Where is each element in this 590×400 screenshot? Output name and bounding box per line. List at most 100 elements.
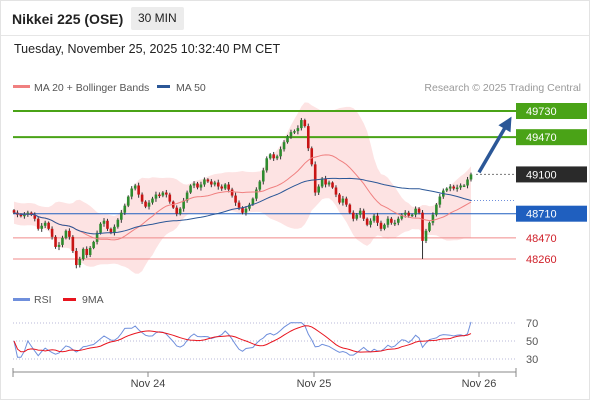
candle-body	[386, 218, 390, 225]
support-2-label: 48260	[526, 254, 557, 266]
candle-body	[185, 192, 189, 201]
candle-body	[348, 204, 352, 213]
candle-body	[154, 194, 158, 199]
candle-body	[144, 201, 147, 207]
candle-body	[30, 212, 33, 215]
candle-body	[147, 202, 151, 207]
candle-body	[33, 214, 37, 219]
candle-body	[407, 212, 410, 216]
legend-swatch-ma50	[157, 85, 170, 88]
x-tick-label: Nov 26	[462, 378, 497, 390]
candle-body	[265, 158, 269, 171]
candle-body	[296, 128, 300, 132]
candle-body	[237, 202, 241, 208]
candle-body	[50, 228, 54, 237]
candle-body	[68, 230, 71, 237]
candle-body	[362, 210, 365, 219]
candle-body	[293, 131, 296, 133]
candle-body	[178, 208, 182, 214]
candle-body	[40, 225, 43, 229]
candle-body	[64, 230, 68, 238]
legend-swatch-9ma	[63, 298, 76, 301]
candle-body	[248, 204, 251, 209]
candle-body	[417, 208, 421, 213]
candle-body	[99, 223, 102, 233]
level-labels: 49730 49470 49100 48710 48470 48260	[516, 103, 587, 266]
candle-body	[396, 218, 400, 223]
current-price-label-box	[516, 166, 587, 183]
candle-body	[102, 220, 106, 224]
timestamp: Tuesday, November 25, 2025 10:32:40 PM C…	[14, 42, 281, 56]
candle-body	[244, 208, 248, 213]
candle-body	[223, 184, 227, 189]
resistance-1-label: 49470	[526, 132, 557, 144]
candle-body	[116, 219, 120, 227]
candle-body	[206, 179, 210, 182]
resistance-1-label-box	[516, 129, 587, 146]
candle-body	[338, 194, 341, 203]
candle-body	[331, 182, 334, 188]
rsi-9ma-line	[13, 325, 472, 353]
candle-body	[324, 178, 327, 185]
candle-body	[303, 120, 307, 127]
candle-body	[414, 208, 417, 215]
candle-body	[175, 207, 179, 214]
candle-body	[286, 136, 289, 143]
candle-body	[43, 222, 47, 226]
candle-body	[469, 174, 473, 180]
rsi-panel: 70 50 30	[13, 318, 538, 366]
legend-label-bb: MA 20 + Bollinger Bands	[34, 82, 149, 94]
candle-body	[272, 154, 275, 159]
candle-body	[251, 198, 255, 205]
x-tick-label: Nov 24	[131, 378, 166, 390]
candle-body	[452, 186, 455, 189]
candle-body	[106, 220, 109, 229]
candle-body	[88, 247, 92, 255]
candle-body	[220, 186, 224, 189]
candle-body	[57, 244, 61, 247]
moving-averages	[13, 154, 472, 241]
candle-body	[71, 236, 75, 251]
timeframe-button[interactable]: 30 MIN	[131, 7, 184, 30]
candle-body	[279, 149, 282, 157]
candle-body	[36, 218, 40, 229]
candle-body	[140, 194, 144, 202]
candle-body	[282, 142, 286, 150]
bollinger-band-area	[14, 102, 471, 274]
resistance-2-label: 49730	[526, 106, 557, 118]
candle-body	[161, 192, 165, 196]
candle-body	[431, 214, 435, 223]
candle-body	[75, 250, 78, 266]
candle-body	[320, 178, 324, 187]
price-levels	[13, 110, 587, 260]
candle-body	[196, 183, 199, 188]
candle-body	[92, 241, 95, 248]
resistance-2-label-box	[516, 103, 587, 119]
candle-body	[372, 215, 376, 221]
candle-body	[376, 215, 379, 223]
candle-body	[435, 204, 438, 215]
candle-body	[345, 198, 348, 205]
candles	[12, 117, 473, 269]
candle-body	[192, 183, 196, 186]
legend-label-9ma: 9MA	[82, 294, 104, 306]
candle-body	[210, 181, 213, 185]
candle-body	[12, 210, 16, 213]
candle-body	[369, 220, 372, 225]
rsi-tick-label: 70	[526, 318, 538, 330]
ma50-line	[13, 177, 472, 235]
candle-body	[351, 212, 355, 219]
candle-body	[258, 181, 262, 190]
candle-body	[213, 182, 217, 185]
candle-body	[268, 154, 272, 159]
candle-body	[341, 198, 345, 203]
candle-body	[85, 248, 89, 255]
candle-body	[234, 195, 237, 203]
candle-body	[130, 188, 134, 197]
candle-body	[462, 185, 466, 188]
candle-body	[306, 126, 310, 149]
legend-label-ma50: MA 50	[176, 82, 206, 94]
chart-header: Nikkei 225 (OSE) 30 MIN	[1, 1, 589, 36]
